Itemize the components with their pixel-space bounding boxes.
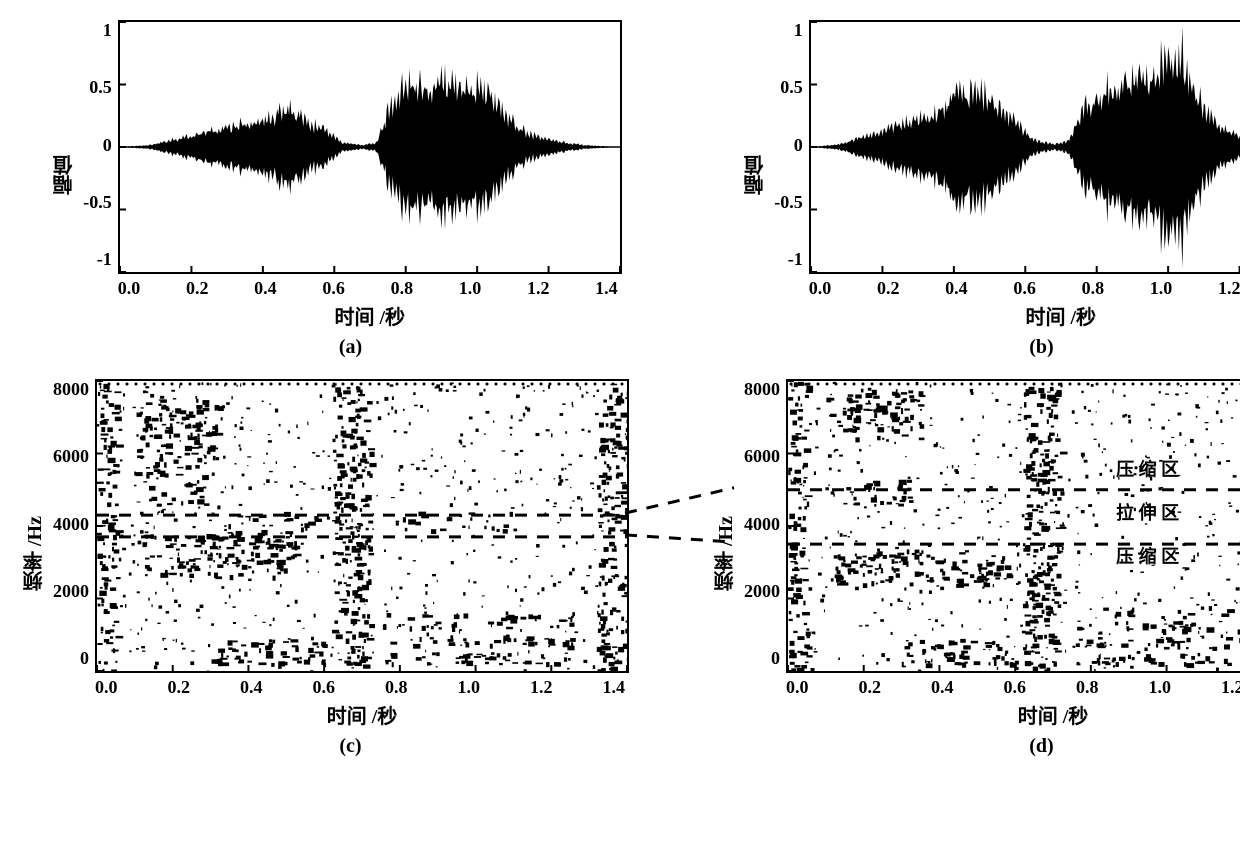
ylabel-a: 幅值 [50,20,79,330]
panel-d: 频率 /Hz 80006000400020000 压 缩 区拉 伸 区压 缩 区… [711,379,1240,758]
xticks-b: 0.00.20.40.60.81.01.21.4 [809,278,1240,299]
xticks-c: 0.00.20.40.60.81.01.21.4 [95,677,625,698]
panel-a: 幅值 10.50-0.5-1 0.00.20.40.60.81.01.21.4 … [20,20,681,359]
plotbox-d: 压 缩 区拉 伸 区压 缩 区 [786,379,1240,673]
yticks-b: 10.50-0.5-1 [774,20,809,270]
plotbox-a [118,20,622,274]
ylabel-d: 频率 /Hz [711,379,740,729]
plot-svg-b [811,22,1240,272]
annotation: 压 缩 区 [1116,458,1179,479]
caption-b: (b) [1029,336,1053,359]
ylabel-b: 幅值 [741,20,770,330]
annotation: 压 缩 区 [1116,545,1179,566]
caption-d: (d) [1029,735,1053,758]
yticks-d: 80006000400020000 [744,379,786,669]
plotbox-b [809,20,1240,274]
figure-grid: 幅值 10.50-0.5-1 0.00.20.40.60.81.01.21.4 … [20,20,1220,758]
xlabel-c: 时间 /秒 [95,700,629,729]
annotation: 拉 伸 区 [1116,502,1179,523]
ylabel-c: 频率 /Hz [20,379,49,729]
plot-svg-c [97,381,627,671]
caption-a: (a) [339,336,362,359]
yticks-c: 80006000400020000 [53,379,95,669]
xlabel-d: 时间 /秒 [786,700,1240,729]
caption-c: (c) [339,735,361,758]
panel-c: 频率 /Hz 80006000400020000 0.00.20.40.60.8… [20,379,681,758]
panel-b: 幅值 10.50-0.5-1 0.00.20.40.60.81.01.21.4 … [711,20,1240,359]
xticks-d: 0.00.20.40.60.81.01.21.4 [786,677,1240,698]
xlabel-b: 时间 /秒 [809,301,1240,330]
plot-svg-d: 压 缩 区拉 伸 区压 缩 区 [788,381,1240,671]
xticks-a: 0.00.20.40.60.81.01.21.4 [118,278,618,299]
yticks-a: 10.50-0.5-1 [83,20,118,270]
plotbox-c [95,379,629,673]
xlabel-a: 时间 /秒 [118,301,622,330]
plot-svg-a [120,22,620,272]
